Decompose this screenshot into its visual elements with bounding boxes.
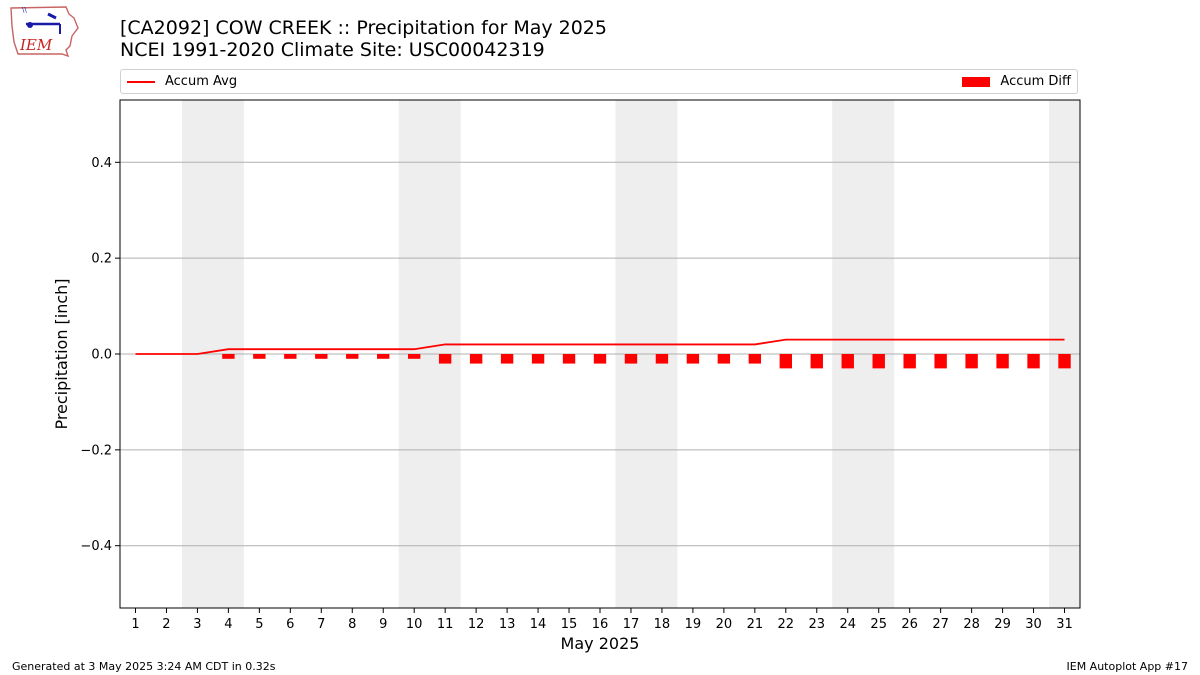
x-tick-label: 10 [406,617,423,632]
x-tick-label: 28 [963,617,980,632]
diff-bar [222,354,235,359]
diff-bar [593,354,607,364]
x-tick-label: 3 [193,617,201,632]
x-tick-label: 24 [839,617,856,632]
legend-bar-swatch [962,76,991,87]
x-tick-label: 18 [654,617,671,632]
diff-bar [469,354,483,364]
diff-bar [408,354,421,359]
x-tick-label: 6 [286,617,294,632]
iem-logo-icon: \\ IEM [10,6,79,58]
y-tick-label: −0.2 [80,443,112,458]
chart-title: [CA2092] COW CREEK :: Precipitation for … [120,17,607,39]
x-tick-label: 22 [778,617,795,632]
diff-bar [872,354,885,369]
legend-entry-accum-avg: Accum Avg [127,74,237,89]
x-tick-label: 29 [994,617,1011,632]
x-tick-label: 30 [1025,617,1042,632]
x-tick-label: 2 [162,617,170,632]
diff-bar [531,354,545,364]
y-tick-label: 0.2 [91,252,112,267]
x-tick-label: 1 [131,617,139,632]
footer-generated-text: Generated at 3 May 2025 3:24 AM CDT in 0… [12,660,276,673]
diff-bar [934,354,947,369]
x-tick-label: 26 [901,617,918,632]
diff-bar [965,354,978,369]
diff-bar [655,354,669,364]
diff-bar [253,354,266,359]
legend-label-accum-avg: Accum Avg [165,74,238,89]
diff-bar [284,354,297,359]
x-tick-label: 5 [255,617,263,632]
diff-bar [1058,354,1071,369]
legend-line-swatch [127,80,155,83]
diff-bar [377,354,390,359]
plot-frame [119,99,1081,609]
x-tick-label: 15 [561,617,578,632]
x-tick-label: 23 [809,617,826,632]
footer-app-text: IEM Autoplot App #17 [1066,660,1189,673]
x-tick-label: 17 [623,617,640,632]
x-tick-label: 4 [224,617,232,632]
y-tick-label: 0.0 [91,348,112,363]
x-tick-label: 12 [468,617,485,632]
x-tick-label: 16 [592,617,609,632]
x-tick-label: 9 [379,617,387,632]
diff-bar [562,354,576,364]
x-tick-label: 8 [348,617,356,632]
y-tick-label: 0.4 [91,156,112,171]
x-tick-label: 25 [870,617,887,632]
diff-bar [1027,354,1040,369]
legend: Accum Avg Accum Diff [120,69,1078,94]
diff-bar [500,354,514,364]
x-tick-label: 21 [747,617,764,632]
accum-avg-line [135,338,1065,355]
diff-bar [438,354,452,364]
x-tick-label: 7 [317,617,325,632]
diff-bar [624,354,638,364]
x-tick-label: 11 [437,617,454,632]
y-tick-label: −0.4 [80,539,112,554]
x-tick-label: 20 [716,617,733,632]
y-axis-label: Precipitation [inch] [52,278,71,429]
x-tick-label: 13 [499,617,516,632]
diff-bar [717,354,731,364]
legend-entry-accum-diff: Accum Diff [962,74,1071,89]
svg-text:\\: \\ [22,6,27,14]
diff-bar [315,354,328,359]
chart-subtitle: NCEI 1991-2020 Climate Site: USC00042319 [120,39,545,61]
diff-bar [996,354,1009,369]
x-tick-label: 31 [1056,617,1073,632]
diff-bar [779,354,792,369]
diff-bar [810,354,823,369]
x-tick-label: 19 [685,617,702,632]
diff-bar [903,354,916,369]
x-axis-label: May 2025 [561,634,640,653]
x-tick-label: 14 [530,617,547,632]
legend-label-accum-diff: Accum Diff [1000,74,1071,89]
diff-bar [841,354,854,369]
diff-bar [686,354,700,364]
logo-text: IEM [19,36,53,54]
diff-bar [748,354,762,364]
diff-bar [346,354,359,359]
x-tick-label: 27 [932,617,949,632]
